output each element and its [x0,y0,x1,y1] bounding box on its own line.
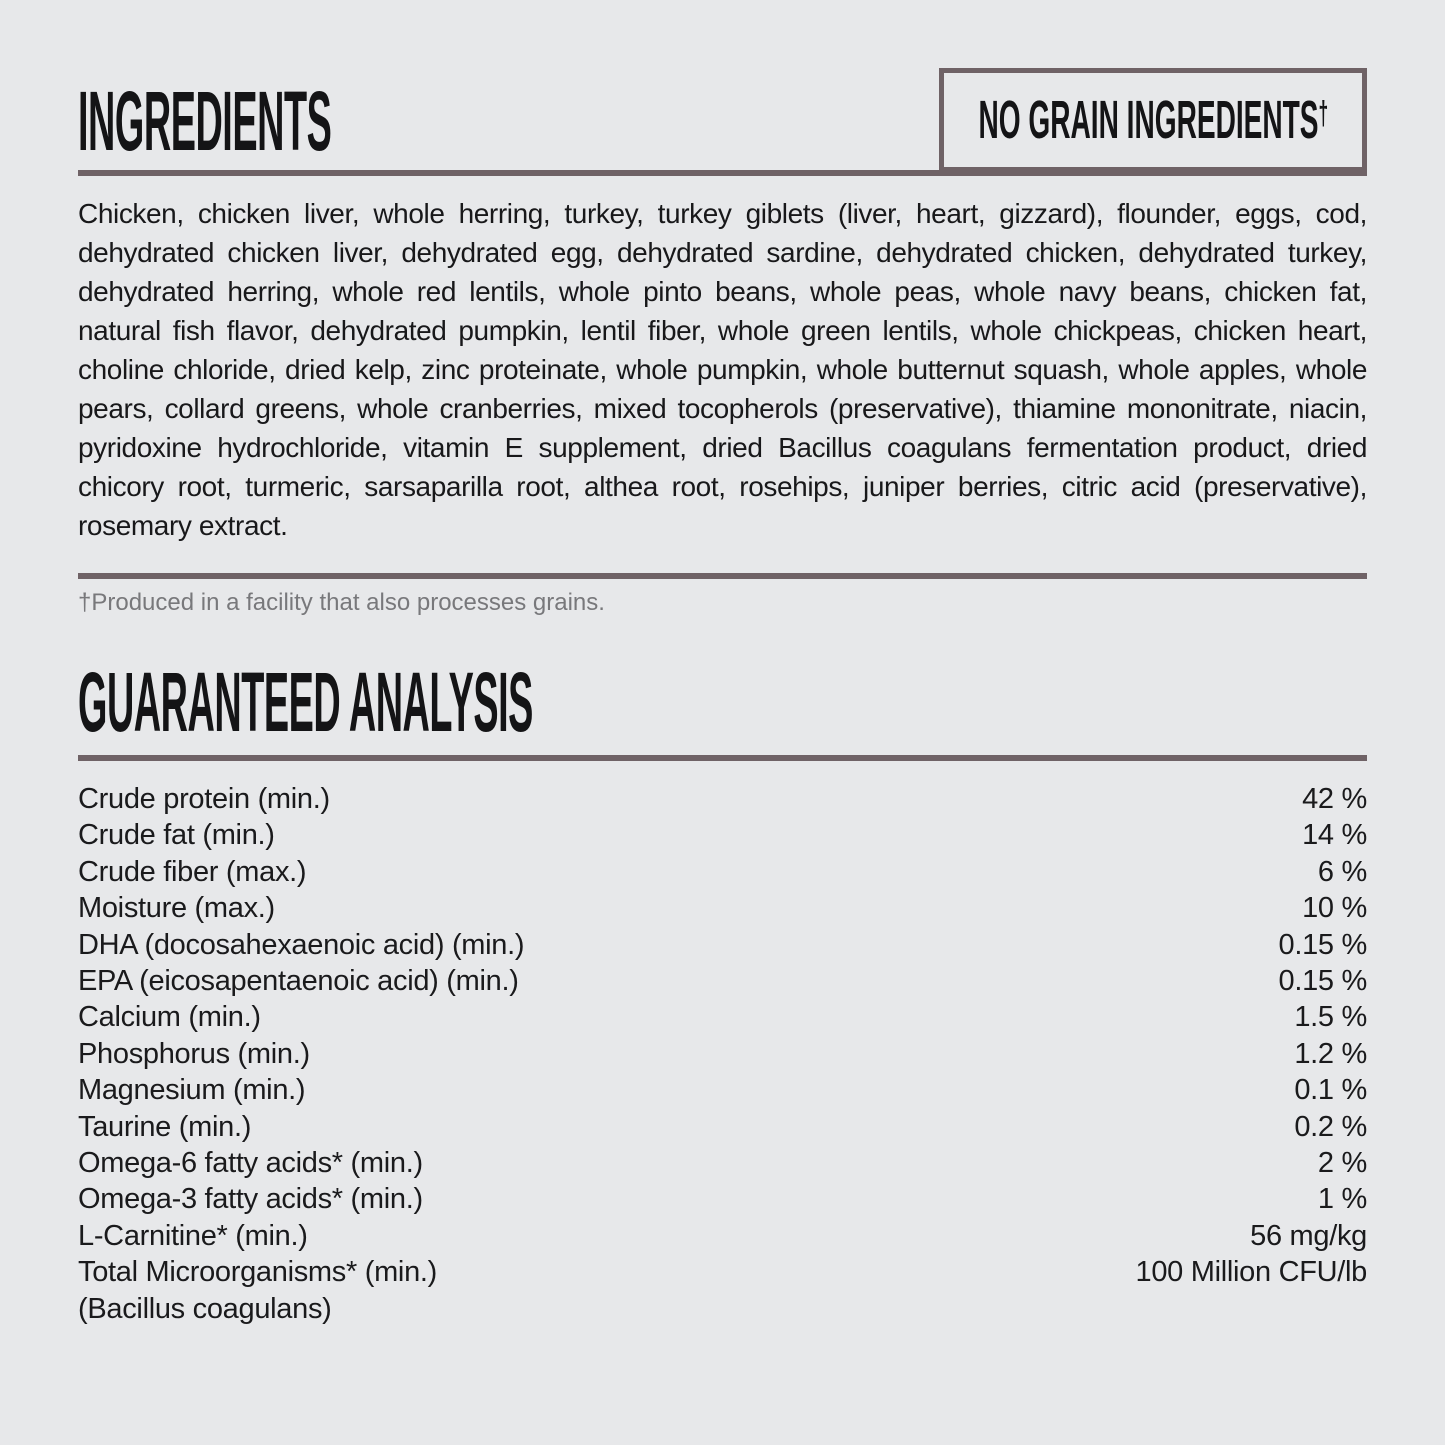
guaranteed-analysis-title-text: GUARANTEED ANALYSIS [78,655,533,749]
row-value: 0.2 % [1294,1110,1367,1143]
row-value: 0.15 % [1278,928,1368,961]
divider-under-analysis-title [78,755,1367,761]
row-value: 10 % [1302,892,1367,925]
table-row: Magnesium (min.) 0.1 % [78,1072,1367,1108]
no-grain-badge: NO GRAIN INGREDIENTS† [939,68,1367,172]
table-row: L-Carnitine* (min.) 56 mg/kg [78,1218,1367,1254]
row-label: Total Microorganisms* (min.) [78,1256,438,1289]
row-label: Magnesium (min.) [78,1074,306,1107]
table-row: Total Microorganisms* (min.) 100 Million … [78,1254,1367,1290]
table-row: Crude protein (min.) 42 % [78,781,1367,817]
row-label: Crude fiber (max.) [78,855,307,888]
table-row: Omega-6 fatty acids* (min.) 2 % [78,1145,1367,1181]
row-label: Calcium (min.) [78,1001,261,1034]
dagger-mark: † [1318,95,1328,132]
row-value: 6 % [1317,855,1367,888]
row-label: Omega-6 fatty acids* (min.) [78,1147,423,1180]
row-label: Taurine (min.) [78,1110,252,1143]
table-row: Crude fat (min.) 14 % [78,817,1367,853]
row-value: 1.2 % [1294,1037,1367,1070]
row-label: Crude protein (min.) [78,783,330,815]
divider-under-ingredients-list [78,573,1367,579]
row-value: 56 mg/kg [1250,1219,1367,1252]
table-row: Moisture (max.) 10 % [78,890,1367,926]
ingredients-title: INGREDIENTS [78,74,1367,168]
row-value: 0.1 % [1294,1074,1367,1107]
row-label: Moisture (max.) [78,892,275,925]
no-grain-badge-label: NO GRAIN INGREDIENTS [978,90,1319,150]
row-label: Phosphorus (min.) [78,1037,310,1070]
table-row: Calcium (min.) 1.5 % [78,999,1367,1035]
analysis-table: Crude protein (min.) 42 % Crude fat (min.)… [78,781,1367,1327]
table-row: Crude fiber (max.) 6 % [78,854,1367,890]
row-value: 1 % [1317,1183,1367,1216]
row-label: DHA (docosahexaenoic acid) (min.) [78,928,525,961]
guaranteed-analysis-title: GUARANTEED ANALYSIS [78,655,1367,749]
no-grain-badge-text: NO GRAIN INGREDIENTS† [978,93,1328,147]
ingredients-title-text: INGREDIENTS [78,74,332,168]
row-value: 14 % [1302,819,1367,852]
row-value: 1.5 % [1294,1001,1367,1034]
row-label: Omega-3 fatty acids* (min.) [78,1183,423,1216]
ingredients-list: Chicken, chicken liver, whole herring, t… [78,198,1367,541]
table-row: Omega-3 fatty acids* (min.) 1 % [78,1181,1367,1217]
table-row: Taurine (min.) 0.2 % [78,1109,1367,1145]
grain-facility-footnote: †Produced in a facility that also proces… [78,589,605,616]
row-label: L-Carnitine* (min.) [78,1219,308,1252]
row-value: 0.15 % [1278,965,1368,998]
table-row: (Bacillus coagulans) [78,1291,1367,1327]
table-row: Phosphorus (min.) 1.2 % [78,1036,1367,1072]
table-row: DHA (docosahexaenoic acid) (min.) 0.15 % [78,927,1367,963]
row-label: Crude fat (min.) [78,819,275,852]
row-label: EPA (eicosapentaenoic acid) (min.) [78,965,519,998]
divider-under-ingredients-title [78,170,1367,176]
row-value: 100 Million CFU/lb [1135,1256,1367,1289]
row-label: (Bacillus coagulans) [78,1292,332,1325]
row-value: 42 % [1302,783,1367,815]
row-value: 2 % [1317,1147,1367,1180]
table-row: EPA (eicosapentaenoic acid) (min.) 0.15 % [78,963,1367,999]
